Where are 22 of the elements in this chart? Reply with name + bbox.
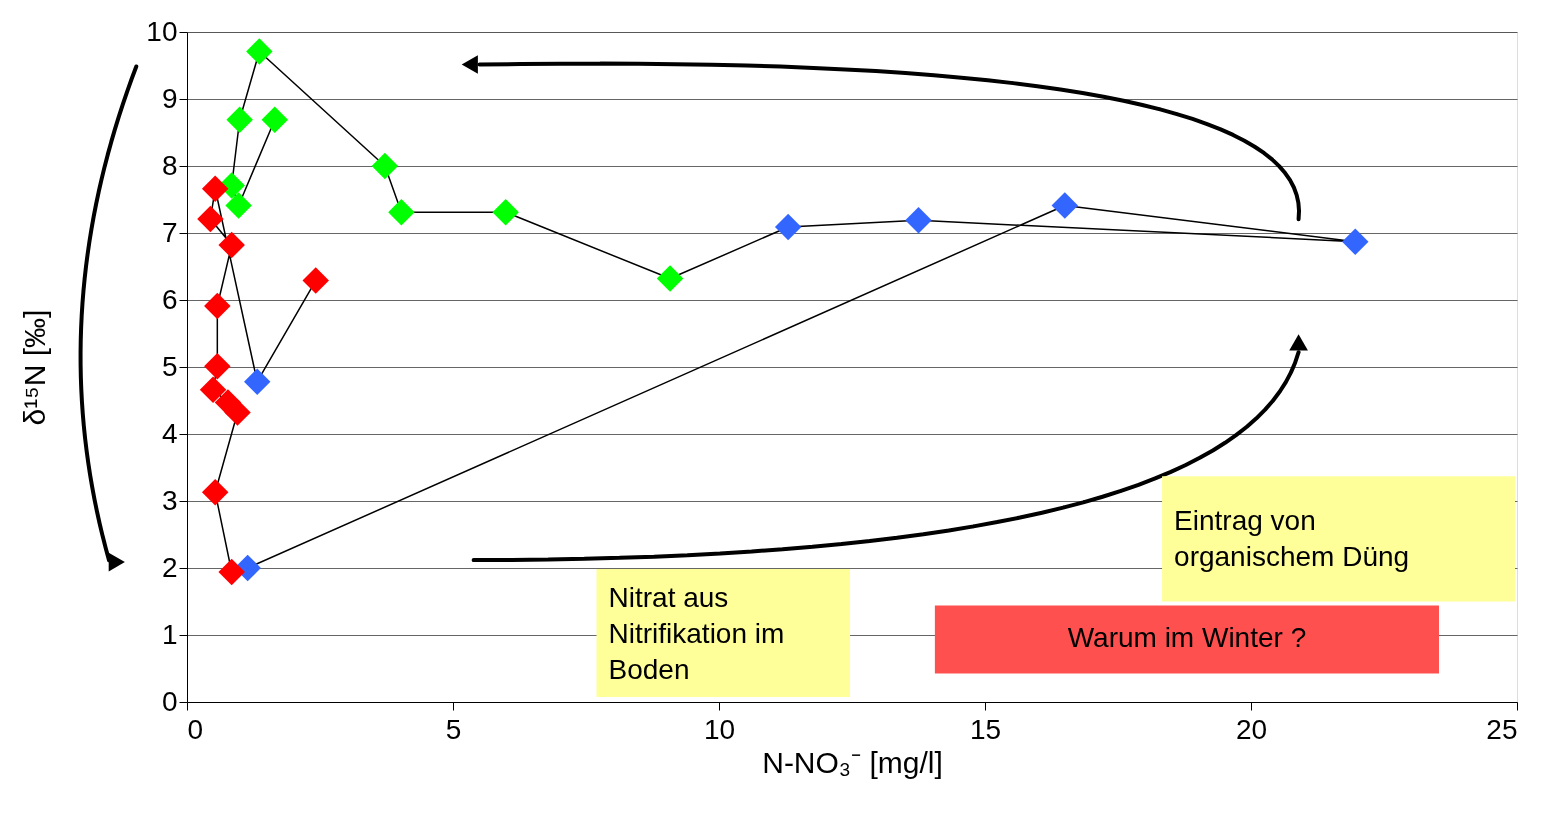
y-tick-label: 7 — [161, 216, 178, 248]
x-tick-label: 10 — [703, 713, 736, 745]
y-tick-label: 9 — [161, 82, 178, 114]
annotation: Eintrag von organischem Düng — [1174, 504, 1410, 572]
y-tick-label: 2 — [161, 551, 178, 583]
y-tick-label: 10 — [146, 15, 178, 47]
y-tick-label: 4 — [161, 417, 178, 449]
y-tick-label: 1 — [161, 618, 178, 650]
y-tick-label: 3 — [161, 484, 178, 516]
y-tick-label: 0 — [161, 685, 178, 717]
x-axis-title: N-NO₃⁻ [mg/l] — [762, 745, 943, 779]
x-tick-label: 0 — [187, 713, 204, 745]
x-tick-label: 15 — [969, 713, 1002, 745]
y-tick-label: 8 — [161, 149, 178, 181]
y-tick-label: 6 — [161, 283, 178, 315]
x-tick-label: 20 — [1235, 713, 1268, 745]
y-axis-title: δ¹⁵N [‰] — [18, 309, 52, 426]
y-tick-label: 5 — [161, 350, 178, 382]
x-tick-label: 25 — [1486, 713, 1518, 745]
annotation: Nitrat aus Nitrifikation im Boden — [608, 582, 785, 686]
x-tick-label: 5 — [445, 713, 462, 745]
annotation: Warum im Winter ? — [1067, 622, 1307, 654]
